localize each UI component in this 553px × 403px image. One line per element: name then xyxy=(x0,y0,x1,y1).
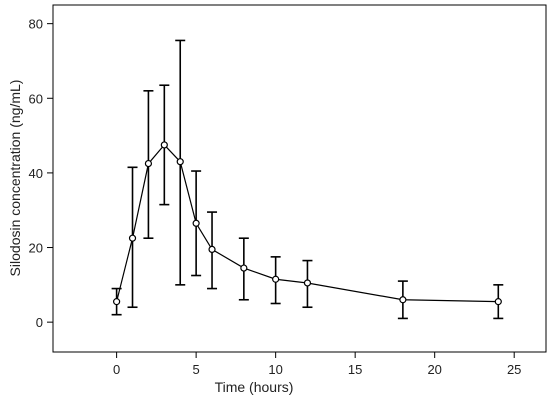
data-point-7 xyxy=(240,264,248,272)
data-point-8 xyxy=(272,275,280,283)
x-tick-label-4: 20 xyxy=(427,362,441,377)
data-point-1 xyxy=(128,234,137,242)
data-point-6 xyxy=(208,245,216,253)
series-line xyxy=(116,144,499,303)
x-axis-title: Time (hours) xyxy=(215,379,294,395)
data-point-9 xyxy=(303,279,312,287)
y-tick-label-1: 20 xyxy=(29,241,43,256)
data-point-4 xyxy=(176,158,184,166)
data-point-11 xyxy=(494,298,502,306)
data-point-10 xyxy=(399,296,407,304)
y-tick-label-0: 0 xyxy=(36,315,43,330)
data-point-5 xyxy=(192,219,200,227)
series-0 xyxy=(111,39,504,320)
x-tick-label-3: 15 xyxy=(348,362,362,377)
data-point-0 xyxy=(113,298,121,306)
y-axis-title: Silodosin concentration (ng/mL) xyxy=(7,80,23,277)
y-tick-label-4: 80 xyxy=(29,17,43,32)
tick-marks xyxy=(47,23,515,358)
x-tick-label-2: 10 xyxy=(268,362,282,377)
y-tick-label-2: 40 xyxy=(29,166,43,181)
x-tick-label-0: 0 xyxy=(113,362,120,377)
x-tick-label-5: 25 xyxy=(507,362,521,377)
x-tick-label-1: 5 xyxy=(193,362,200,377)
y-tick-label-3: 60 xyxy=(29,91,43,106)
data-point-3 xyxy=(160,141,168,149)
data-point-2 xyxy=(144,159,153,168)
plot-frame xyxy=(52,4,547,353)
